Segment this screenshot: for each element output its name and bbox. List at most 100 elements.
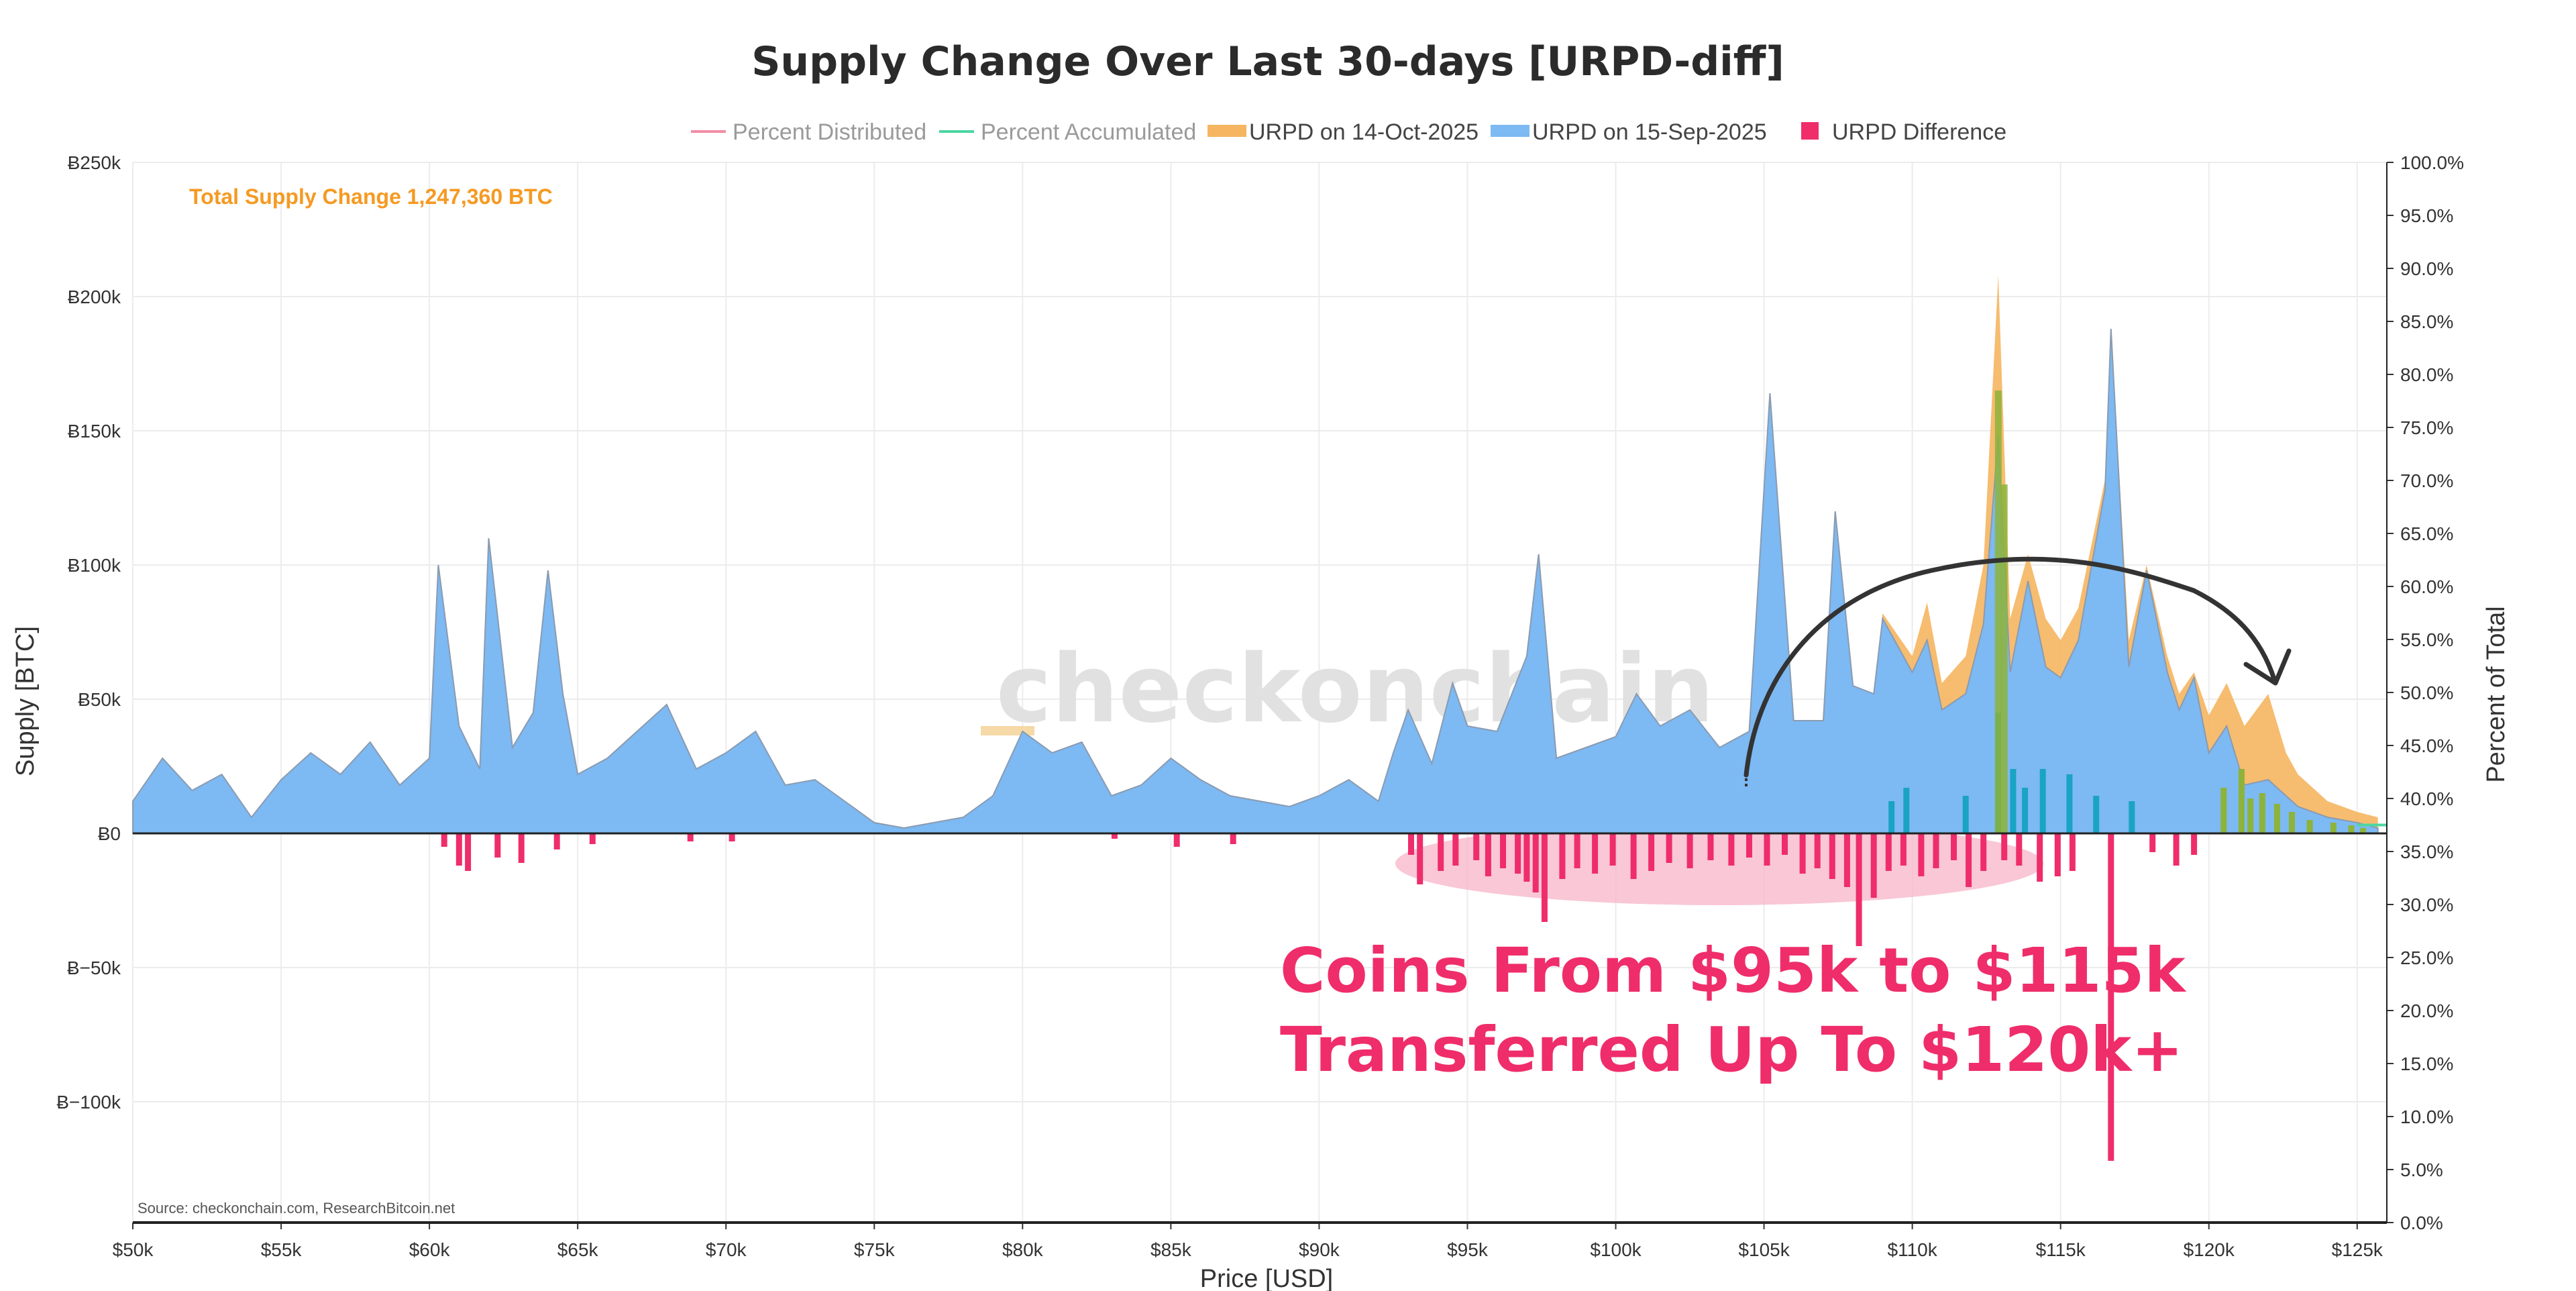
difference-bar [2108, 833, 2114, 1161]
difference-bar [1438, 833, 1444, 871]
area-urpd-15-sep-2025 [132, 328, 2379, 834]
difference-bar [1900, 833, 1907, 866]
difference-bar [1173, 833, 1180, 847]
y-right-tick-label: 30.0% [2400, 894, 2453, 915]
difference-bar [2273, 804, 2280, 833]
legend-swatch [1208, 125, 1246, 137]
difference-bar [2054, 833, 2061, 876]
difference-bar [2330, 823, 2337, 833]
difference-bar [1728, 833, 1735, 866]
y-tick-label: Ƀ50k [78, 689, 121, 710]
axes: $50k $55k $60k $65k $70k $75k $80k $85k $90k $95k… [56, 152, 2464, 1260]
legend-label: Percent Accumulated [981, 119, 1196, 145]
x-axis-label: Price [USD] [1200, 1265, 1333, 1291]
difference-bar [1574, 833, 1580, 868]
y-right-tick-label: 5.0% [2400, 1159, 2443, 1180]
legend-label: URPD Difference [1832, 119, 2006, 145]
difference-bar [1814, 833, 1821, 868]
areas-layer [132, 275, 2379, 834]
y-right-tick-label: 75.0% [2400, 417, 2453, 438]
x-tick-label: $105k [1738, 1239, 1790, 1260]
difference-bar [2259, 793, 2265, 833]
y-right-tick-label: 25.0% [2400, 947, 2453, 968]
y-tick-label: Ƀ−50k [67, 958, 121, 978]
legend-swatch [1801, 122, 1819, 140]
difference-bar [1829, 833, 1835, 879]
y-right-tick-label: 95.0% [2400, 205, 2453, 226]
difference-bar [2039, 769, 2046, 833]
y-right-tick-label: 100.0% [2400, 152, 2464, 173]
difference-bar [2066, 774, 2073, 833]
difference-bar [1417, 833, 1424, 884]
watermark-dash [981, 726, 1034, 735]
difference-bar [2129, 801, 2135, 833]
legend-label: URPD on 15-Sep-2025 [1532, 119, 1767, 145]
difference-bar [1630, 833, 1637, 879]
y-tick-label: Ƀ0 [98, 823, 121, 844]
chart-title: Supply Change Over Last 30-days [URPD-di… [751, 38, 1784, 85]
legend: Percent Distributed Percent Accumulated UR… [691, 119, 2006, 145]
difference-bar [1843, 833, 1850, 887]
source-note: Source: checkonchain.com, ResearchBitcoi… [138, 1200, 455, 1217]
callout-line-1: Coins From $95k to $115k [1280, 935, 2186, 1006]
difference-bar [729, 833, 735, 841]
y-axis-label: Supply [BTC] [11, 626, 40, 776]
y-tick-label: Ƀ150k [68, 421, 121, 442]
y-right-tick-label: 70.0% [2400, 470, 2453, 491]
x-tick-label: $95k [1447, 1239, 1489, 1260]
x-tick-label: $65k [557, 1239, 599, 1260]
difference-bar [2306, 820, 2313, 833]
difference-bar [1856, 833, 1862, 946]
legend-label: URPD on 14-Oct-2025 [1249, 119, 1479, 145]
difference-bar [2093, 796, 2100, 833]
x-tick-label: $85k [1150, 1239, 1192, 1260]
y-right-tick-label: 90.0% [2400, 258, 2453, 279]
difference-bar [1951, 833, 1957, 860]
y-right-tick-label: 10.0% [2400, 1106, 2453, 1127]
difference-bar [2289, 812, 2295, 833]
legend-label: Percent Distributed [733, 119, 926, 145]
difference-bar [1870, 833, 1877, 898]
difference-bar [1933, 833, 1939, 868]
transfer-arrow-head [2243, 648, 2292, 686]
x-tick-label: $100k [1590, 1239, 1642, 1260]
y-right-tick-label: 15.0% [2400, 1053, 2453, 1074]
difference-bar [1500, 833, 1506, 868]
legend-swatch [1491, 125, 1529, 137]
difference-bar [687, 833, 694, 841]
difference-bar [1746, 833, 1752, 858]
difference-bar [1609, 833, 1616, 866]
y-tick-label: Ƀ100k [68, 555, 121, 576]
difference-bar [1980, 833, 1987, 871]
total-supply-change: Total Supply Change 1,247,360 BTC [189, 185, 553, 209]
difference-bar [2360, 828, 2367, 833]
difference-bar [518, 833, 525, 863]
difference-bar [1707, 833, 1714, 860]
bars-layer [441, 391, 2367, 1161]
y-right-tick-label: 50.0% [2400, 682, 2453, 703]
y-right-tick-label: 65.0% [2400, 523, 2453, 544]
x-tick-label: $110k [1888, 1239, 1938, 1260]
difference-bar [1592, 833, 1599, 874]
x-tick-label: $75k [854, 1239, 896, 1260]
difference-bar [1523, 833, 1530, 882]
x-tick-label: $80k [1002, 1239, 1044, 1260]
difference-bar [2348, 825, 2355, 833]
x-tick-label: $125k [2332, 1239, 2383, 1260]
difference-bar [2220, 788, 2227, 833]
difference-bar [1452, 833, 1459, 866]
difference-bar [465, 833, 472, 871]
difference-bar [2069, 833, 2076, 871]
difference-bar [2022, 788, 2029, 833]
difference-bar [2247, 798, 2254, 833]
y-tick-label: Ƀ250k [68, 152, 121, 173]
difference-bar [2016, 833, 2023, 866]
y-right-tick-label: 0.0% [2400, 1212, 2443, 1233]
difference-bar [1541, 833, 1548, 922]
difference-bar [2238, 769, 2245, 833]
difference-bar [1230, 833, 1236, 844]
y-right-tick-label: 80.0% [2400, 364, 2453, 385]
x-tick-label: $60k [409, 1239, 451, 1260]
watermark-text: checkonchain [996, 635, 1715, 744]
